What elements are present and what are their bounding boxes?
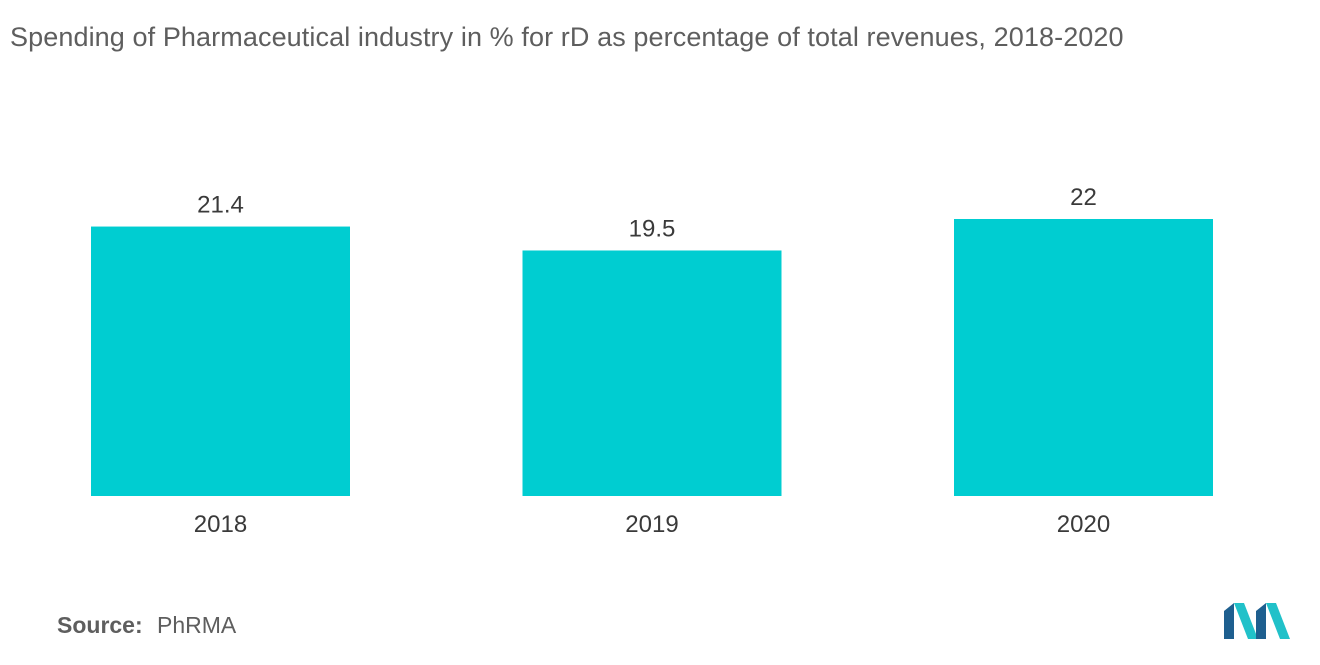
- bar-2020: [954, 219, 1213, 496]
- source-label: Source:: [57, 612, 143, 638]
- bar-2018: [91, 226, 350, 496]
- chart-title: Spending of Pharmaceutical industry in %…: [10, 22, 1124, 52]
- value-label-2020: 22: [1070, 184, 1097, 211]
- x-tick-label-2020: 2020: [1057, 511, 1110, 538]
- x-tick-label-2018: 2018: [194, 511, 247, 538]
- source-note: Source: PhRMA: [57, 612, 236, 639]
- mordor-intelligence-logo-icon: [1224, 603, 1290, 639]
- value-label-2018: 21.4: [197, 192, 244, 219]
- bar-2019: [522, 250, 782, 496]
- bar-chart: 21.4 2018 19.5 2019 22 2020: [91, 184, 1213, 538]
- value-label-2019: 19.5: [629, 215, 676, 242]
- source-value: PhRMA: [157, 612, 237, 638]
- x-tick-label-2019: 2019: [625, 511, 678, 538]
